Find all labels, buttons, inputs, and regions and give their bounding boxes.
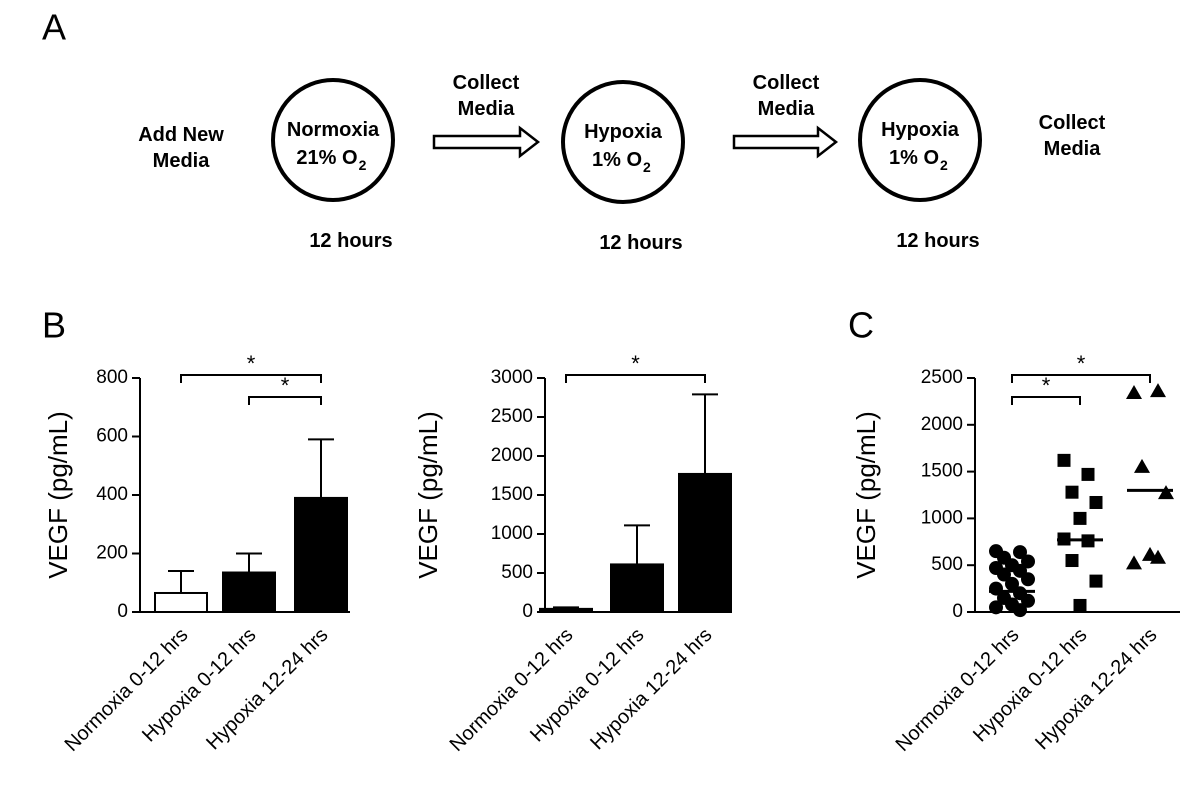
y-tick-label: 800 xyxy=(96,367,128,388)
diagram-text: Media xyxy=(153,150,211,172)
stage-circle xyxy=(561,80,685,204)
significance-label: * xyxy=(631,351,640,376)
y-tick-label: 1000 xyxy=(491,523,533,544)
diagram-text: Media xyxy=(758,98,816,120)
panel-label: C xyxy=(848,305,874,346)
data-point xyxy=(1057,453,1071,467)
data-point xyxy=(1089,574,1103,588)
diagram-text: Collect xyxy=(453,72,520,94)
step-oxygen: 21% O xyxy=(296,147,357,169)
x-tick-label: Normoxia 0-12 hrs xyxy=(61,624,193,756)
y-tick-label: 2000 xyxy=(491,445,533,466)
significance-bracket xyxy=(1011,396,1081,405)
step-name: Hypoxia xyxy=(881,119,960,141)
y-tick-label: 400 xyxy=(96,484,128,505)
stage-circle xyxy=(858,78,982,202)
data-point xyxy=(997,567,1011,582)
diagram-text: Collect xyxy=(1039,112,1106,134)
step-subscript: 2 xyxy=(359,157,367,173)
x-tick-label: Normoxia 0-12 hrs xyxy=(892,624,1024,756)
step-duration: 12 hours xyxy=(309,230,392,252)
data-point xyxy=(1126,384,1142,399)
y-axis-label: VEGF (pg/mL) xyxy=(43,411,73,579)
step-oxygen: 1% O xyxy=(889,147,939,169)
bar xyxy=(222,571,276,614)
diagram-text: Media xyxy=(458,98,516,120)
y-tick-label: 3000 xyxy=(491,367,533,388)
y-tick-label: 2500 xyxy=(921,367,963,388)
data-point xyxy=(1081,467,1095,481)
bar xyxy=(539,607,593,614)
y-tick-label: 0 xyxy=(117,601,128,622)
bar xyxy=(154,591,208,613)
diagram-text: Collect xyxy=(753,72,820,94)
significance-bracket xyxy=(1011,374,1151,383)
y-tick-label: 1500 xyxy=(491,484,533,505)
y-tick-label: 500 xyxy=(501,562,533,583)
y-tick-label: 1000 xyxy=(921,507,963,528)
data-point xyxy=(1134,458,1150,473)
y-tick-label: 600 xyxy=(96,426,128,447)
arrow xyxy=(432,125,541,159)
x-tick-label: Hypoxia 12-24 hrs xyxy=(202,624,332,754)
y-tick-label: 0 xyxy=(522,601,533,622)
significance-label: * xyxy=(247,351,256,376)
bar xyxy=(294,496,348,613)
data-point xyxy=(989,600,1003,615)
data-point xyxy=(1021,572,1035,587)
data-point xyxy=(1013,545,1027,560)
data-point xyxy=(1158,485,1174,500)
x-tick-label: Hypoxia 12-24 hrs xyxy=(586,624,716,754)
data-point xyxy=(1150,549,1166,564)
step-subscript: 2 xyxy=(940,157,948,173)
data-point xyxy=(1021,554,1035,569)
x-tick-label: Normoxia 0-12 hrs xyxy=(446,624,578,756)
step-subscript: 2 xyxy=(643,159,651,175)
significance-label: * xyxy=(1077,351,1086,376)
significance-label: * xyxy=(1042,373,1051,398)
y-tick-label: 0 xyxy=(952,601,963,622)
data-point xyxy=(1126,555,1142,570)
arrow xyxy=(732,125,839,159)
data-point xyxy=(1089,495,1103,509)
step-duration: 12 hours xyxy=(896,230,979,252)
data-point xyxy=(1073,511,1087,525)
y-axis-label: VEGF (pg/mL) xyxy=(851,411,881,579)
diagram-shapes xyxy=(271,78,982,204)
data-point xyxy=(1005,576,1019,591)
significance-label: * xyxy=(281,373,290,398)
data-point xyxy=(1065,554,1079,568)
step-name: Hypoxia xyxy=(584,121,663,143)
data-point xyxy=(1065,485,1079,499)
panel-label: A xyxy=(42,7,66,48)
bar xyxy=(610,563,664,613)
y-axis-label: VEGF (pg/mL) xyxy=(413,411,443,579)
significance-bracket xyxy=(180,374,322,383)
y-tick-label: 1500 xyxy=(921,461,963,482)
step-name: Normoxia xyxy=(287,119,380,141)
significance-bracket xyxy=(565,374,706,383)
significance-bracket xyxy=(248,396,322,405)
y-tick-label: 200 xyxy=(96,543,128,564)
y-tick-label: 500 xyxy=(931,554,963,575)
diagram-text: Add New xyxy=(138,124,224,146)
step-oxygen: 1% O xyxy=(592,149,642,171)
y-tick-label: 2000 xyxy=(921,414,963,435)
data-point xyxy=(1073,598,1087,612)
x-tick-label: Hypoxia 12-24 hrs xyxy=(1031,624,1161,754)
panel-label: B xyxy=(42,305,66,346)
data-point xyxy=(1150,383,1166,398)
y-tick-label: 2500 xyxy=(491,406,533,427)
step-duration: 12 hours xyxy=(599,232,682,254)
data-point xyxy=(1013,603,1027,618)
x-tick-label: Hypoxia 0-12 hrs xyxy=(969,624,1091,746)
bar xyxy=(678,472,732,613)
stage-circle xyxy=(271,78,395,202)
data-point xyxy=(1021,593,1035,608)
diagram-text: Media xyxy=(1044,138,1102,160)
